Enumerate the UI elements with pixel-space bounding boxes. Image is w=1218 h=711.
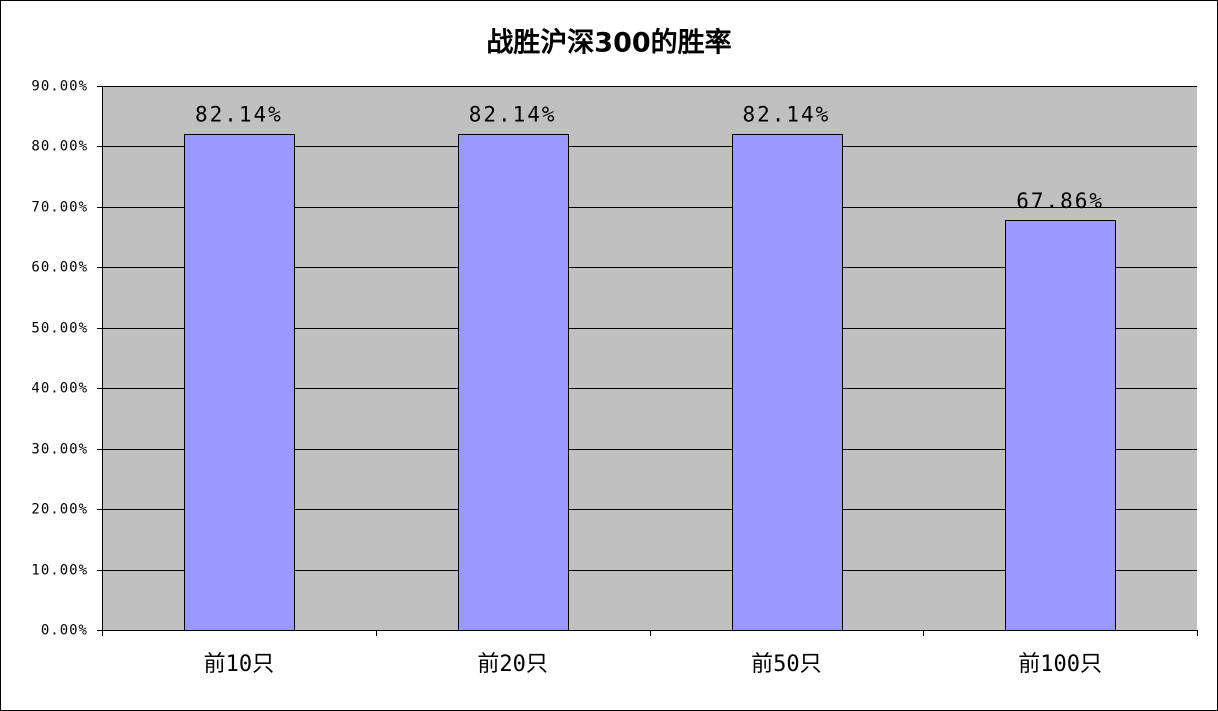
data-label-2: 82.14%: [469, 103, 557, 127]
x-tick-label: 前100只: [1018, 652, 1102, 677]
data-label-4: 67.86%: [1016, 189, 1104, 213]
y-axis-ticks: 0.00% 10.00% 20.00% 30.00% 40.00% 50.00% 60.00…: [31, 79, 102, 639]
data-label-3: 82.14%: [742, 103, 830, 127]
x-tick-label: 前50只: [751, 652, 822, 677]
y-tick-label: 90.00%: [31, 79, 88, 95]
chart-title: 战胜沪深300的胜率: [486, 27, 731, 59]
y-tick-label: 30.00%: [31, 442, 88, 458]
data-label-1: 82.14%: [195, 103, 283, 127]
axes: [102, 86, 1197, 631]
y-tick-label: 20.00%: [31, 502, 88, 518]
x-axis-ticks: 前10只 前20只 前50只 前100只: [102, 630, 1198, 677]
y-tick-label: 60.00%: [31, 260, 88, 276]
bar-4: [1005, 220, 1116, 631]
y-tick-label: 70.00%: [31, 200, 88, 216]
bars: [184, 134, 1116, 631]
y-tick-label: 10.00%: [31, 563, 88, 579]
x-tick-label: 前20只: [477, 652, 548, 677]
bar-3: [732, 134, 843, 631]
y-tick-label: 80.00%: [31, 139, 88, 155]
x-tick-label: 前10只: [204, 652, 275, 677]
y-tick-label: 40.00%: [31, 381, 88, 397]
y-tick-label: 0.00%: [41, 623, 88, 639]
bar-1: [184, 134, 295, 631]
data-labels: 82.14% 82.14% 82.14% 67.86%: [195, 103, 1104, 213]
bar-2: [458, 134, 569, 631]
y-tick-label: 50.00%: [31, 321, 88, 337]
